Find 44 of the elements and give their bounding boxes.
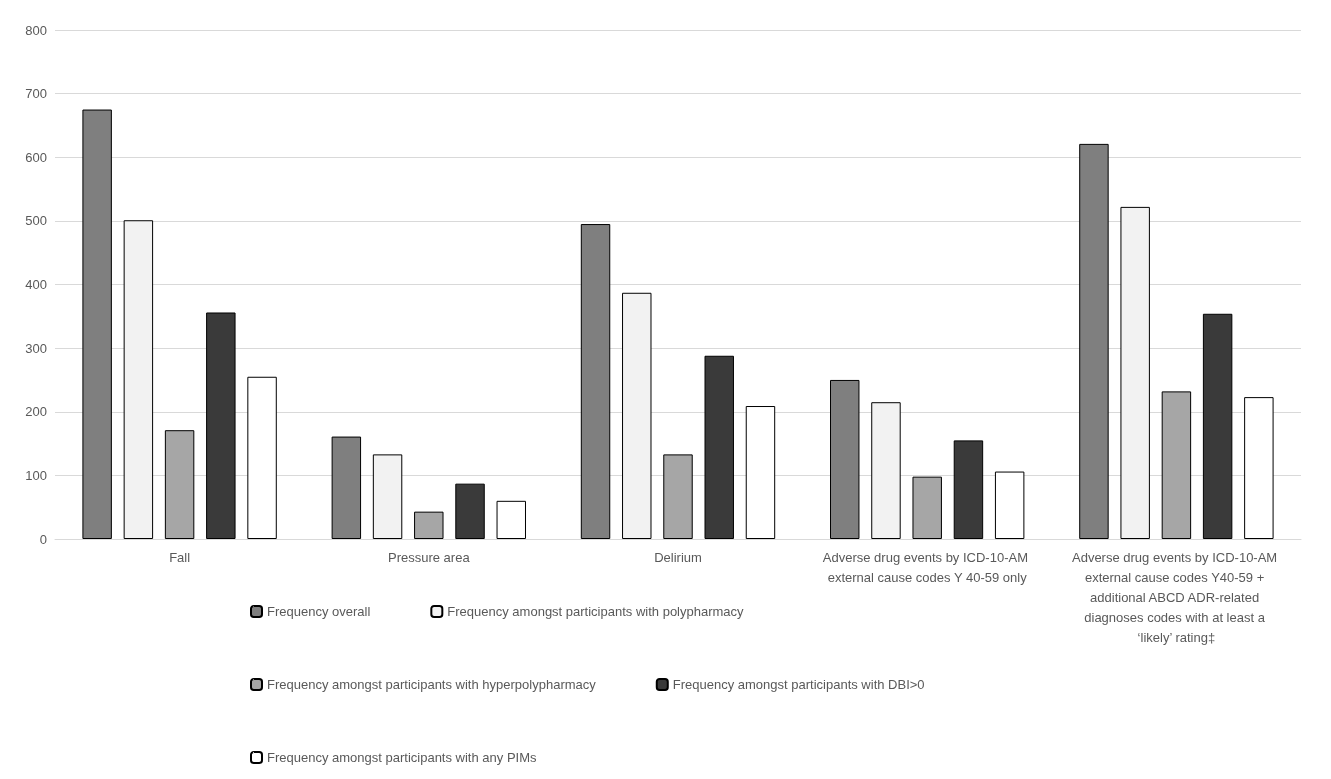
y-tick-label: 0 <box>39 531 47 547</box>
bar <box>164 430 195 539</box>
legend-label: Frequency overall <box>267 604 371 619</box>
x-tick-label: Delirium <box>654 549 702 565</box>
bar <box>123 220 154 539</box>
bar <box>663 454 693 539</box>
legend-label: Frequency amongst participants with hyperpolypharmacy <box>267 677 597 692</box>
y-tick-label: 700 <box>25 86 47 102</box>
x-tick-label: Adverse drug events by ICD-10-AM external cause codes Y40-59 + additional ABCD ADR-related diagnoses codes with at least a ‘likely’ rating‡ <box>1071 549 1281 645</box>
bar <box>82 109 112 539</box>
bar <box>455 483 485 539</box>
y-tick-label: 100 <box>25 467 47 483</box>
bar <box>1202 313 1233 539</box>
y-tick-label: 200 <box>25 404 47 420</box>
bar <box>871 402 901 539</box>
bar <box>372 454 403 539</box>
legend-label: Frequency amongst participants with DBI>0 <box>672 677 925 692</box>
bar <box>1244 397 1274 539</box>
y-tick-label: 300 <box>25 340 47 356</box>
legend-label: Frequency amongst participants with polypharmacy <box>447 604 745 619</box>
bar <box>580 224 611 539</box>
bar <box>414 511 444 539</box>
bar <box>704 355 734 539</box>
y-tick-label: 500 <box>25 213 47 229</box>
bar <box>1079 143 1109 539</box>
bar <box>496 500 526 539</box>
bar <box>206 312 236 539</box>
x-tick-label: Adverse drug events by ICD-10-AM external cause codes Y 40-59 only <box>822 549 1032 585</box>
bar <box>912 476 942 539</box>
legend-label: Frequency amongst participants with any PIMs <box>267 750 538 765</box>
x-tick-label: Pressure area <box>387 549 471 565</box>
bar <box>953 440 984 539</box>
bar <box>1120 206 1150 539</box>
x-tick-label: Fall <box>169 549 191 565</box>
y-tick-label: 400 <box>25 277 47 292</box>
bar <box>331 436 362 539</box>
bar <box>994 471 1025 539</box>
bar <box>745 406 776 539</box>
bar <box>830 379 860 539</box>
y-tick-label: 600 <box>25 149 47 165</box>
bar <box>1161 391 1192 539</box>
y-tick-label: 800 <box>25 22 47 38</box>
bar <box>247 376 277 539</box>
bar <box>622 292 652 539</box>
